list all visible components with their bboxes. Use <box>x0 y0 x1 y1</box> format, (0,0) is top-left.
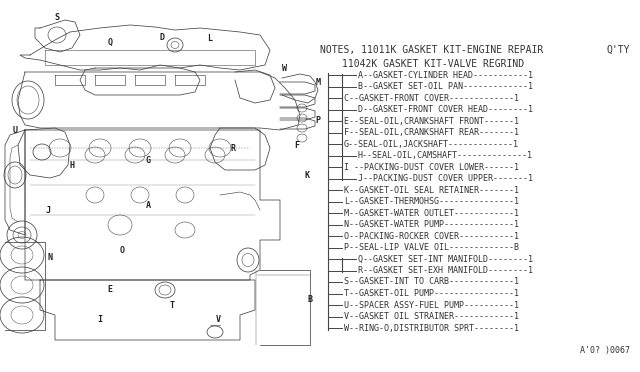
Text: R--GASKET SET-EXH MANIFOLD--------1: R--GASKET SET-EXH MANIFOLD--------1 <box>358 266 533 275</box>
Text: A: A <box>145 201 150 209</box>
Text: L--GASKET-THERMOHSG---------------1: L--GASKET-THERMOHSG---------------1 <box>344 197 519 206</box>
Text: I: I <box>97 315 102 324</box>
Text: V--GASKET OIL STRAINER------------1: V--GASKET OIL STRAINER------------1 <box>344 312 519 321</box>
Text: F: F <box>294 141 300 150</box>
Text: T: T <box>170 301 175 310</box>
Text: S: S <box>54 13 60 22</box>
Text: H--SEAL-OIL,CAMSHAFT--------------1: H--SEAL-OIL,CAMSHAFT--------------1 <box>358 151 533 160</box>
Text: U: U <box>13 125 17 135</box>
Text: E: E <box>108 285 113 295</box>
Text: M: M <box>316 77 321 87</box>
Text: Q'TY: Q'TY <box>607 45 630 55</box>
Text: V: V <box>216 315 221 324</box>
Text: L: L <box>207 33 212 42</box>
Text: O--PACKING-ROCKER COVER-----------1: O--PACKING-ROCKER COVER-----------1 <box>344 231 519 241</box>
Text: C--GASKET-FRONT COVER-------------1: C--GASKET-FRONT COVER-------------1 <box>344 93 519 103</box>
Text: B--GASKET SET-OIL PAN-------------1: B--GASKET SET-OIL PAN-------------1 <box>358 82 533 91</box>
Text: I --PACKING-DUST COVER LOWER------1: I --PACKING-DUST COVER LOWER------1 <box>344 163 519 171</box>
Text: G: G <box>145 155 150 164</box>
Text: S--GASKET-INT TO CARB-------------1: S--GASKET-INT TO CARB-------------1 <box>344 278 519 286</box>
Text: H: H <box>70 160 74 170</box>
Text: NOTES, 11011K GASKET KIT-ENGINE REPAIR: NOTES, 11011K GASKET KIT-ENGINE REPAIR <box>320 45 543 55</box>
Text: N: N <box>47 253 52 263</box>
Text: R: R <box>230 144 236 153</box>
Text: P: P <box>316 115 321 125</box>
Text: G--SEAL-OIL,JACKSHAFT-------------1: G--SEAL-OIL,JACKSHAFT-------------1 <box>344 140 519 148</box>
Text: U--SPACER ASSY-FUEL PUMP----------1: U--SPACER ASSY-FUEL PUMP----------1 <box>344 301 519 310</box>
Text: Q: Q <box>108 38 113 46</box>
Text: D: D <box>159 32 164 42</box>
Text: 11042K GASKET KIT-VALVE REGRIND: 11042K GASKET KIT-VALVE REGRIND <box>342 59 524 69</box>
Text: A'0? )0067: A'0? )0067 <box>580 346 630 355</box>
Text: E--SEAL-OIL,CRANKSHAFT FRONT------1: E--SEAL-OIL,CRANKSHAFT FRONT------1 <box>344 116 519 125</box>
Text: T--GASKET-OIL PUMP----------------1: T--GASKET-OIL PUMP----------------1 <box>344 289 519 298</box>
Text: W: W <box>282 64 287 73</box>
Text: K--GASKET-OIL SEAL RETAINER-------1: K--GASKET-OIL SEAL RETAINER-------1 <box>344 186 519 195</box>
Text: J: J <box>45 205 51 215</box>
Text: D--GASKET-FRONT COVER HEAD--------1: D--GASKET-FRONT COVER HEAD--------1 <box>358 105 533 114</box>
Text: O: O <box>120 246 125 254</box>
Text: A--GASKET-CYLINDER HEAD-----------1: A--GASKET-CYLINDER HEAD-----------1 <box>358 71 533 80</box>
Text: J--PACKING-DUST COVER UPPER-------1: J--PACKING-DUST COVER UPPER-------1 <box>358 174 533 183</box>
Text: K: K <box>305 170 310 180</box>
Text: N--GASKET-WATER PUMP--------------1: N--GASKET-WATER PUMP--------------1 <box>344 220 519 229</box>
Text: B: B <box>307 295 312 305</box>
Text: M--GASKET-WATER OUTLET------------1: M--GASKET-WATER OUTLET------------1 <box>344 208 519 218</box>
Text: F--SEAL-OIL,CRANKSHAFT REAR-------1: F--SEAL-OIL,CRANKSHAFT REAR-------1 <box>344 128 519 137</box>
Text: Q--GASKET SET-INT MANIFOLD--------1: Q--GASKET SET-INT MANIFOLD--------1 <box>358 254 533 263</box>
Text: P--SEAL-LIP VALVE OIL-------------B: P--SEAL-LIP VALVE OIL-------------B <box>344 243 519 252</box>
Text: W--RING-O,DISTRIBUTOR SPRT--------1: W--RING-O,DISTRIBUTOR SPRT--------1 <box>344 324 519 333</box>
